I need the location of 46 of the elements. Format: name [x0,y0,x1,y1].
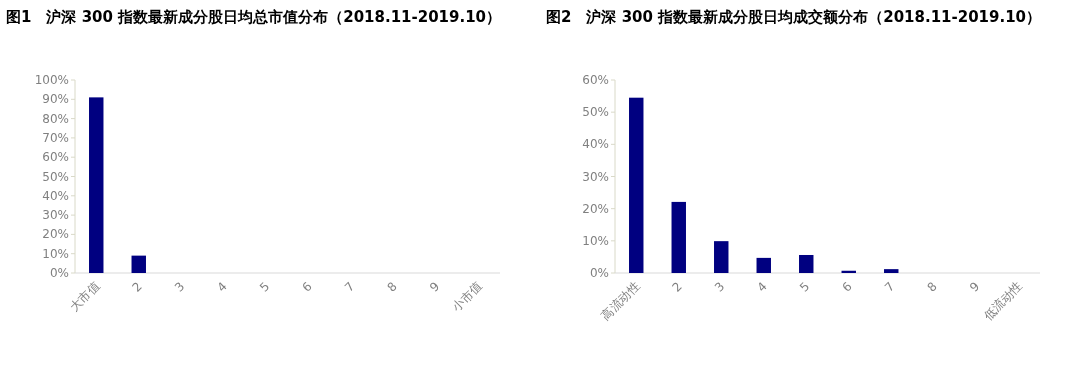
y-tick-label: 50% [582,105,609,120]
y-tick-label: 100% [34,73,69,87]
x-tick-label: 2 [669,279,685,295]
bar [714,241,729,273]
y-tick-label: 60% [42,150,69,165]
y-tick-label: 0% [589,266,609,280]
y-tick-label: 20% [42,227,69,242]
x-tick-label: 小市值 [449,279,485,315]
y-tick-label: 10% [42,246,69,261]
chart-title: 图2 沪深 300 指数最新成分股日均成交额分布（2018.11-2019.10） [546,7,1043,28]
y-tick-label: 50% [42,169,69,184]
y-tick-label: 30% [582,169,609,184]
y-tick-label: 60% [582,73,609,87]
y-tick-label: 10% [582,233,609,248]
x-tick-label: 8 [384,279,400,295]
y-tick-label: 40% [42,188,69,203]
y-tick-label: 70% [42,130,69,145]
bar [756,257,771,273]
x-tick-label: 高流动性 [598,279,643,324]
y-tick-label: 30% [42,208,69,223]
x-tick-label: 5 [797,279,813,295]
x-tick-label: 大市值 [67,279,103,315]
y-tick-label: 20% [582,201,609,216]
x-tick-label: 7 [342,279,358,295]
x-tick-label: 8 [924,279,940,295]
x-tick-label: 3 [172,279,188,295]
bar [629,97,644,273]
x-tick-label: 9 [427,279,443,295]
y-tick-label: 0% [49,266,69,280]
x-tick-label: 5 [257,279,273,295]
x-tick-label: 低流动性 [981,279,1025,324]
bar [799,254,814,273]
x-tick-label: 4 [754,279,770,295]
x-tick-label: 2 [129,279,145,295]
bar [884,269,899,273]
x-tick-label: 6 [299,279,315,295]
x-tick-label: 4 [214,279,230,295]
y-tick-label: 40% [582,137,609,152]
y-tick-label: 90% [42,92,69,107]
x-tick-label: 6 [839,279,855,295]
y-tick-label: 80% [42,111,69,126]
x-tick-label: 7 [882,279,898,295]
bar [671,201,686,273]
x-tick-label: 3 [712,279,728,295]
chart-title: 图1 沪深 300 指数最新成分股日均总市值分布（2018.11-2019.10） [6,7,503,28]
x-tick-label: 9 [967,279,983,295]
